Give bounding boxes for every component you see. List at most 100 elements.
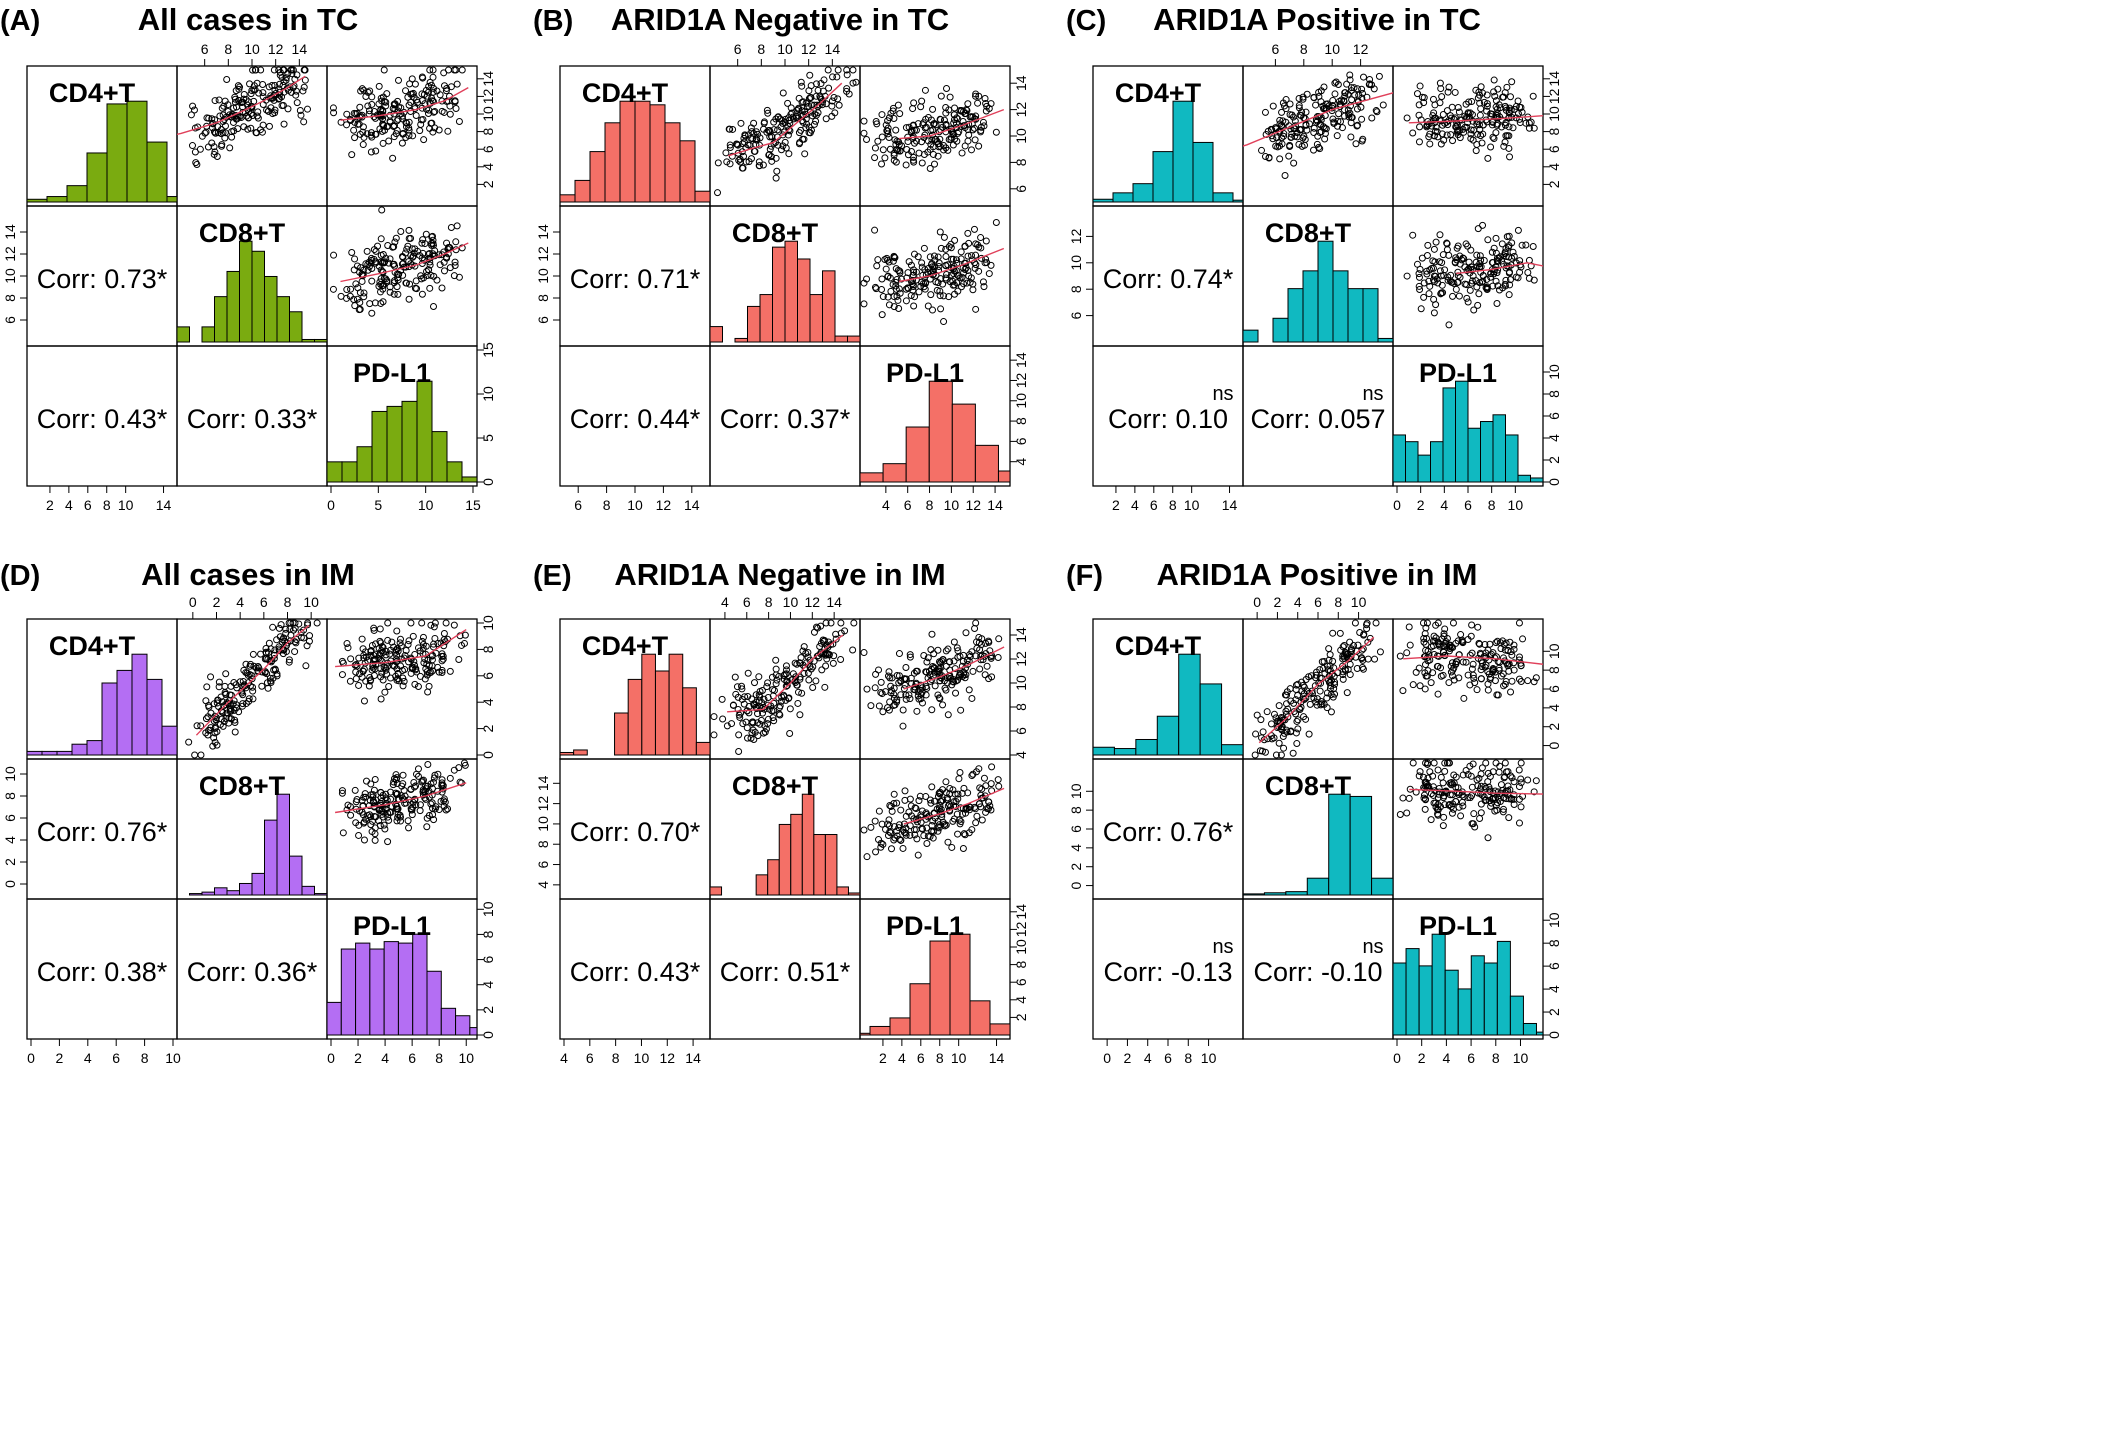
scatter-point xyxy=(863,135,871,143)
histogram-bar xyxy=(289,311,303,343)
scatter-point xyxy=(392,655,400,663)
scatter-point xyxy=(406,280,414,288)
panel-title: ARID1A Negative in TC xyxy=(611,2,949,37)
scatter-point xyxy=(1423,267,1431,275)
scatter-point xyxy=(755,162,763,170)
tick-label: 10 xyxy=(1184,497,1200,513)
scatter-point xyxy=(929,126,937,134)
tick-label: 5 xyxy=(374,497,382,513)
scatter-point xyxy=(429,232,437,240)
scatter-point xyxy=(1354,121,1362,129)
scatter-point xyxy=(210,717,218,725)
scatter-point xyxy=(827,619,835,627)
tick-label: 14 xyxy=(1013,627,1029,643)
scatter-point xyxy=(920,150,928,158)
histogram-bar xyxy=(929,940,951,1036)
scatter-point xyxy=(1490,135,1498,143)
scatter-point xyxy=(873,262,881,270)
histogram-bar xyxy=(146,678,163,756)
scatter-point xyxy=(1302,694,1310,702)
tick-label: 8 xyxy=(936,1050,944,1066)
scatter-point xyxy=(264,107,272,115)
scatter-point xyxy=(385,683,393,691)
scatter-point xyxy=(934,667,942,675)
scatter-point xyxy=(776,115,784,123)
scatter-point xyxy=(921,86,929,94)
scatter-point xyxy=(355,681,363,689)
scatter-point xyxy=(249,687,257,695)
scatter-point xyxy=(799,98,807,106)
scatter-point xyxy=(954,115,962,123)
scatter-point xyxy=(248,675,256,683)
scatter-point xyxy=(1294,725,1302,733)
scatter-point xyxy=(391,277,399,285)
tick-label: 8 xyxy=(535,840,551,848)
scatter-point xyxy=(1445,83,1453,91)
tick-label: 12 xyxy=(1013,651,1029,667)
scatter-point xyxy=(1351,91,1359,99)
scatter-point xyxy=(1320,104,1328,112)
histogram-bar xyxy=(784,240,798,343)
histogram-bar xyxy=(969,1000,991,1036)
scatter-point xyxy=(1422,759,1430,767)
scatter-point xyxy=(402,87,410,95)
histogram-bar xyxy=(859,1032,871,1036)
scatter-point xyxy=(922,278,930,286)
histogram-bar xyxy=(824,834,838,896)
scatter-point xyxy=(885,114,893,122)
scatter-point xyxy=(423,814,431,822)
tick-label: 2 xyxy=(46,497,54,513)
scatter-point xyxy=(359,141,367,149)
histogram-bar xyxy=(772,246,786,343)
histogram-bar xyxy=(734,337,748,343)
scatter-point xyxy=(794,688,802,696)
scatter-point xyxy=(1416,768,1424,776)
scatter-point xyxy=(763,683,771,691)
scatter-point xyxy=(1512,273,1520,281)
tick-label: 2 xyxy=(480,724,496,732)
scatter-point xyxy=(1477,800,1485,808)
panel-e: (E) ARID1A Negative in IMCD4+TCD8+TPD-L1C… xyxy=(533,557,1029,1066)
scatter-point xyxy=(1434,690,1442,698)
scatter-point xyxy=(1421,685,1429,693)
scatter-point xyxy=(1464,109,1472,117)
scatter-point xyxy=(366,300,374,308)
scatter-point xyxy=(964,229,972,237)
scatter-point xyxy=(1320,700,1328,708)
scatter-point xyxy=(805,676,813,684)
scatter-point xyxy=(979,278,987,286)
scatter-point xyxy=(913,707,921,715)
scatter-point xyxy=(972,819,980,827)
scatter-point xyxy=(1313,140,1321,148)
histogram-bar xyxy=(641,653,656,756)
histogram-bar xyxy=(1092,198,1114,203)
scatter-point xyxy=(1363,625,1371,633)
scatter-point xyxy=(1282,96,1290,104)
scatter-point xyxy=(957,818,965,826)
scatter-point xyxy=(936,142,944,150)
tick-label: 0 xyxy=(2,880,18,888)
scatter-point xyxy=(1510,659,1518,667)
histogram-bar xyxy=(1431,933,1446,1036)
scatter-point xyxy=(737,119,745,127)
scatter-point xyxy=(875,836,883,844)
histogram-bar xyxy=(747,305,761,343)
scatter-point xyxy=(741,132,749,140)
tick-label: 2 xyxy=(354,1050,362,1066)
scatter-point xyxy=(1477,256,1485,264)
scatter-point xyxy=(782,662,790,670)
scatter-point xyxy=(942,662,950,670)
scatter-point xyxy=(380,66,388,74)
correlation-label: Corr: 0.51* xyxy=(720,957,851,987)
scatter-point xyxy=(1441,759,1449,767)
tick-label: 0 xyxy=(480,1031,496,1039)
scatter-point xyxy=(985,798,993,806)
scatter-point xyxy=(983,662,991,670)
scatter-point xyxy=(751,679,759,687)
tick-label: 4 xyxy=(882,497,890,513)
scatter-point xyxy=(962,629,970,637)
scatter-point xyxy=(293,99,301,107)
scatter-point xyxy=(266,657,274,665)
scatter-point xyxy=(248,672,256,680)
scatter-point xyxy=(1439,671,1447,679)
